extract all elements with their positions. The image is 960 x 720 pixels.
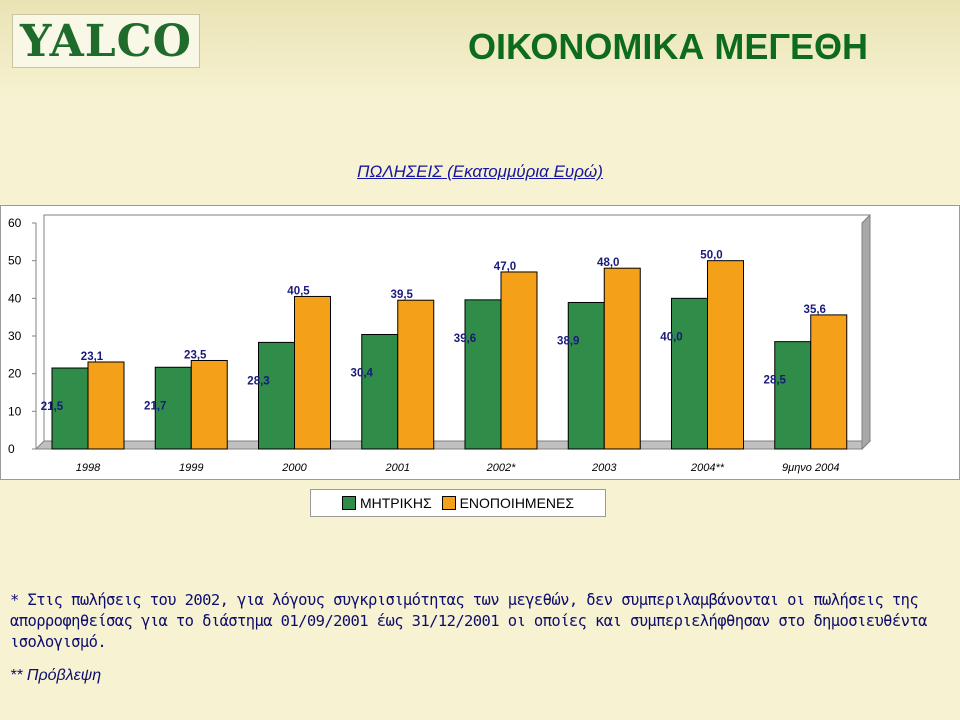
data-label-parent: 30,4: [351, 367, 374, 379]
data-label-consolidated: 23,5: [184, 349, 207, 361]
data-label-consolidated: 47,0: [494, 261, 516, 273]
bar-consolidated: [707, 260, 744, 450]
x-tick-label: 2001: [385, 462, 410, 474]
bar-parent: [774, 341, 812, 450]
bar-consolidated: [294, 295, 331, 450]
y-tick-label: 30: [8, 329, 22, 343]
x-tick-label: 2000: [281, 462, 307, 474]
chart-title: ΠΩΛΗΣΕΙΣ (Εκατομμύρια Ευρώ): [357, 162, 603, 181]
y-tick-label: 60: [8, 216, 22, 230]
plot-side-wall: [861, 213, 871, 451]
bar-parent: [464, 299, 502, 450]
legend-label-parent: ΜΗΤΡΙΚΗΣ: [359, 495, 432, 511]
legend-swatch-consolidated: [441, 496, 456, 510]
bar-parent: [154, 366, 192, 450]
bar-parent: [567, 301, 605, 450]
company-logo: YALCO: [12, 14, 200, 68]
bar-consolidated: [810, 314, 848, 450]
chart-legend: ΜΗΤΡΙΚΗΣ ΕΝΟΠΟΙΗΜΕΝΕΣ: [310, 489, 606, 517]
y-tick-label: 40: [8, 291, 22, 305]
legend-item-consolidated: ΕΝΟΠΟΙΗΜΕΝΕΣ: [441, 495, 575, 511]
logo-text: YALCO: [19, 15, 193, 67]
sales-bar-chart: 0 10 20 30 40 50 60 21,5 23,1 1998 21,7 23,5 1999 28,…: [8, 213, 872, 474]
data-label-consolidated: 23,1: [81, 351, 104, 363]
bar-parent: [361, 333, 399, 450]
legend-label-consolidated: ΕΝΟΠΟΙΗΜΕΝΕΣ: [459, 495, 575, 511]
y-tick-label: 20: [8, 367, 22, 381]
x-tick-label: 2003: [591, 462, 617, 474]
footnote-comparability: * Στις πωλήσεις του 2002, για λόγους συγ…: [10, 591, 927, 651]
data-label-parent: 39,6: [454, 333, 476, 345]
x-tick-label: 2002*: [486, 462, 516, 474]
bar-consolidated: [190, 359, 228, 450]
y-tick-label: 0: [8, 442, 15, 456]
legend-swatch-parent: [341, 496, 356, 510]
data-label-parent: 21,7: [144, 400, 166, 412]
data-label-parent: 28,5: [764, 375, 787, 387]
bar-parent: [671, 297, 708, 450]
data-label-consolidated: 40,5: [287, 285, 310, 297]
bar-consolidated: [397, 299, 435, 450]
bar-parent: [258, 341, 295, 450]
bar-parent: [51, 367, 89, 450]
x-tick-label: 9μηνο 2004: [782, 462, 839, 474]
legend-item-parent: ΜΗΤΡΙΚΗΣ: [341, 495, 432, 511]
bar-consolidated: [603, 267, 641, 450]
data-label-parent: 38,9: [557, 335, 579, 347]
y-tick-label: 50: [8, 254, 22, 268]
data-label-parent: 21,5: [41, 401, 64, 413]
data-label-consolidated: 48,0: [597, 257, 619, 269]
data-label-consolidated: 39,5: [391, 289, 414, 301]
bar-consolidated: [500, 271, 538, 450]
bar-consolidated: [87, 361, 125, 450]
data-label-consolidated: 50,0: [700, 250, 722, 262]
x-tick-label: 1998: [76, 462, 101, 474]
data-label-parent: 28,3: [247, 375, 269, 387]
y-tick-label: 10: [8, 404, 22, 418]
x-tick-label: 1999: [179, 462, 203, 474]
x-tick-label: 2004**: [690, 462, 725, 474]
data-label-parent: 40,0: [660, 331, 682, 343]
data-label-consolidated: 35,6: [804, 304, 826, 316]
page-title: ΟΙΚΟΝΟΜΙΚΑ ΜΕΓΕΘΗ: [468, 26, 868, 67]
footnote-forecast: ** Πρόβλεψη: [10, 667, 102, 684]
